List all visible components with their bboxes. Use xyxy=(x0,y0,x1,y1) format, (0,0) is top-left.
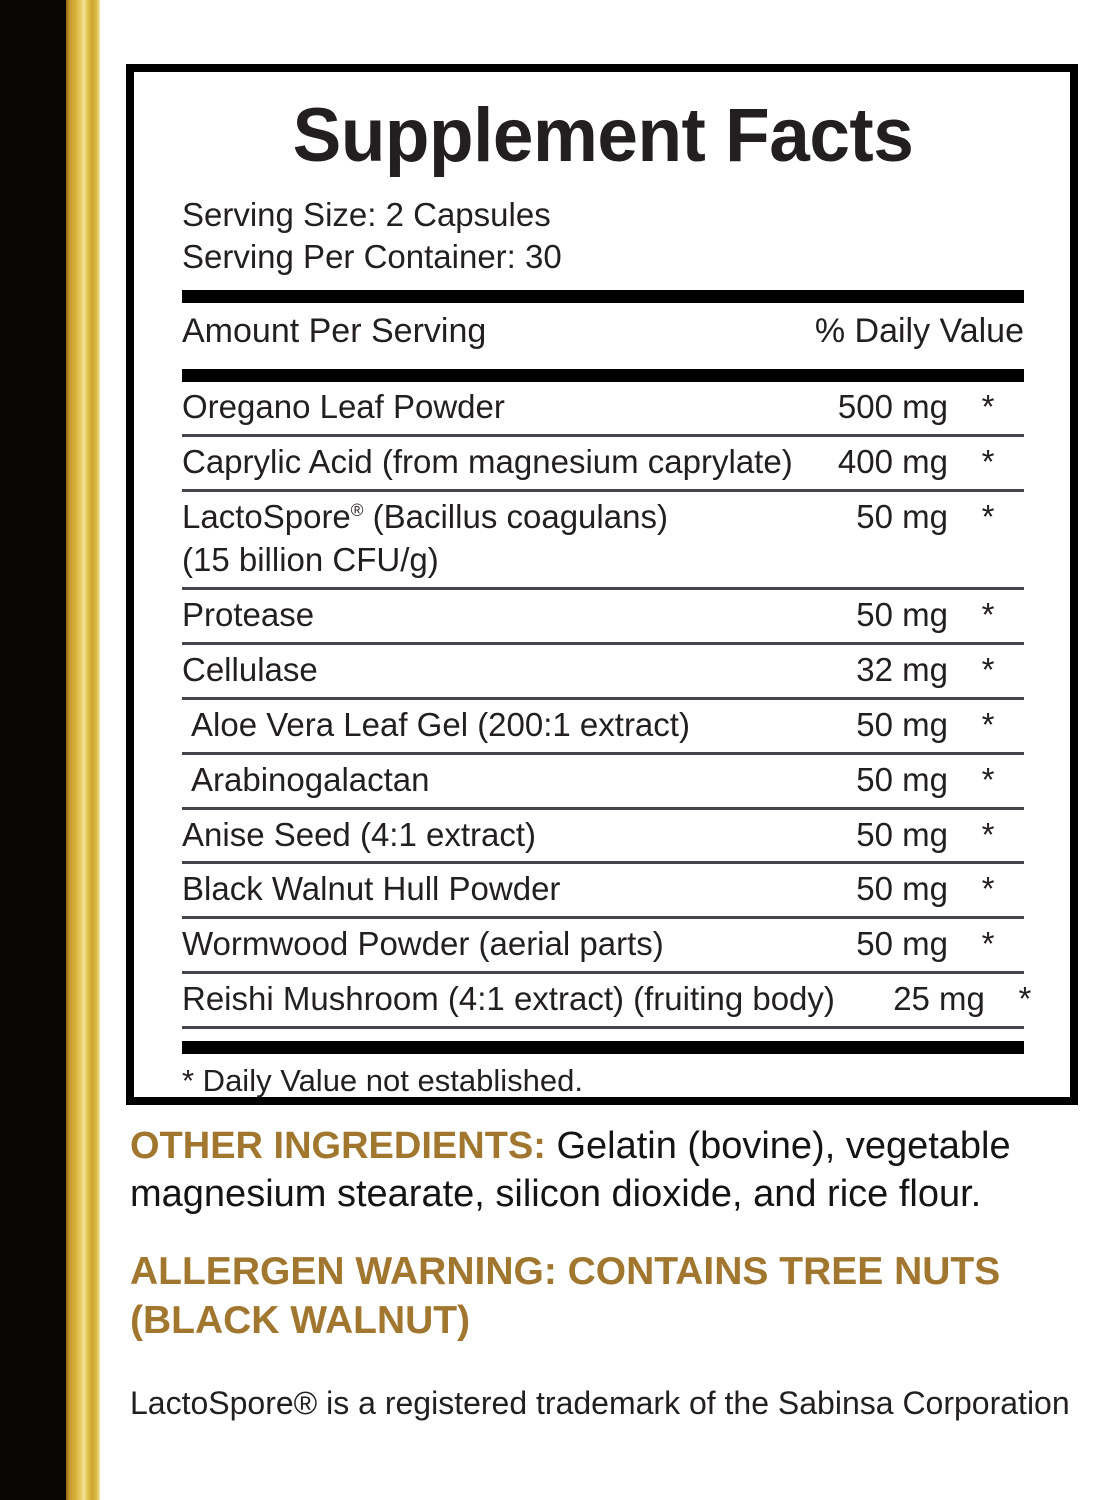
other-ingredients-text: Gelatin (bovine), vegetable magnesium st… xyxy=(130,1125,1011,1215)
trademark-notice-text: LactoSpore® is a registered trademark of… xyxy=(130,1385,1070,1421)
row-divider xyxy=(182,587,1024,591)
ingredient-name: Wormwood Powder (aerial parts) xyxy=(182,925,664,963)
table-row: Black Walnut Hull Powder 50 mg * xyxy=(182,864,1024,916)
table-row: Reishi Mushroom (4:1 extract) (fruiting … xyxy=(182,974,1031,1026)
ingredient-amount: 50 mg xyxy=(856,815,948,853)
ingredient-amount: 500 mg xyxy=(837,388,948,426)
row-divider xyxy=(182,434,1024,438)
ingredient-amount: 50 mg xyxy=(856,925,948,963)
ingredient-daily-value: * xyxy=(981,760,995,798)
row-divider xyxy=(182,861,1024,865)
servings-per-container-text: Serving Per Container: 30 xyxy=(182,238,562,276)
ingredient-daily-value: * xyxy=(981,925,995,963)
ingredient-daily-value: * xyxy=(1018,980,1032,1018)
table-row: Caprylic Acid (from magnesium caprylate)… xyxy=(182,437,1024,489)
ingredient-daily-value: * xyxy=(981,815,995,853)
registered-trademark-icon: ® xyxy=(350,500,364,521)
daily-value-footnote: * Daily Value not established. xyxy=(182,1063,583,1099)
ingredient-amount: 50 mg xyxy=(856,870,948,908)
ingredient-name: Black Walnut Hull Powder xyxy=(182,870,561,908)
ingredient-name: Protease xyxy=(182,596,315,634)
ingredient-name: Cellulase xyxy=(182,650,318,688)
table-row: Cellulase 32 mg * xyxy=(182,645,1024,697)
row-divider xyxy=(182,696,1024,700)
amount-per-serving-header: Amount Per Serving xyxy=(182,312,487,351)
ingredient-name: Reishi Mushroom (4:1 extract) (fruiting … xyxy=(182,980,835,1018)
ingredient-daily-value: * xyxy=(981,650,995,688)
left-gold-gradient-stripe xyxy=(66,0,100,1500)
ingredient-daily-value: * xyxy=(981,443,995,481)
ingredient-name: Aloe Vera Leaf Gel (200:1 extract) xyxy=(191,705,690,743)
daily-value-header: % Daily Value xyxy=(814,312,1024,351)
row-divider xyxy=(182,1026,1024,1030)
serving-info-block: Serving Size: 2 Capsules Serving Per Con… xyxy=(158,194,1048,278)
ingredient-amount: 25 mg xyxy=(893,980,985,1018)
row-divider xyxy=(182,916,1024,920)
divider-thick-top xyxy=(182,290,1024,304)
ingredient-name: Caprylic Acid (from magnesium caprylate) xyxy=(182,443,793,481)
ingredient-amount: 50 mg xyxy=(856,760,948,798)
row-divider xyxy=(182,641,1024,645)
ingredient-daily-value: * xyxy=(981,596,995,634)
ingredient-amount: 32 mg xyxy=(856,650,948,688)
ingredient-subtext: (15 billion CFU/g) xyxy=(182,541,439,579)
ingredient-amount: 50 mg xyxy=(856,498,948,536)
table-row: Wormwood Powder (aerial parts) 50 mg * xyxy=(182,919,1024,971)
ingredient-daily-value: * xyxy=(981,388,995,426)
left-black-edge-bar xyxy=(0,0,66,1500)
below-panel-text-block: OTHER INGREDIENTS: Gelatin (bovine), veg… xyxy=(130,1123,1090,1423)
ingredient-name: Oregano Leaf Powder xyxy=(182,388,505,426)
table-row: Arabinogalactan 50 mg * xyxy=(182,755,1024,807)
row-divider xyxy=(182,971,1024,975)
supplement-facts-panel: Supplement Facts Serving Size: 2 Capsule… xyxy=(126,64,1078,1105)
row-divider xyxy=(182,751,1024,755)
ingredient-daily-value: * xyxy=(981,705,995,743)
other-ingredients-label: OTHER INGREDIENTS: xyxy=(130,1125,546,1167)
table-row: LactoSpore® (Bacillus coagulans) (15 bill… xyxy=(182,492,1024,587)
ingredient-daily-value: * xyxy=(981,498,995,536)
ingredient-amount: 50 mg xyxy=(856,705,948,743)
row-divider xyxy=(182,489,1024,493)
table-row: Aloe Vera Leaf Gel (200:1 extract) 50 mg * xyxy=(182,700,1024,752)
ingredient-amount: 400 mg xyxy=(837,443,948,481)
allergen-warning-text: ALLERGEN WARNING: CONTAINS TREE NUTS (BL… xyxy=(130,1249,1001,1342)
ingredient-table: Oregano Leaf Powder 500 mg * Caprylic Acid … xyxy=(182,382,1031,1030)
ingredient-amount: 50 mg xyxy=(856,596,948,634)
table-row: Protease 50 mg * xyxy=(182,590,1024,642)
ingredient-name: Arabinogalactan xyxy=(191,760,430,798)
ingredient-daily-value: * xyxy=(981,870,995,908)
table-row: Oregano Leaf Powder 500 mg * xyxy=(182,382,1024,434)
divider-thick-bottom xyxy=(182,369,1024,383)
ingredient-name: Anise Seed (4:1 extract) xyxy=(182,815,537,853)
page-title: Supplement Facts xyxy=(292,93,914,178)
row-divider xyxy=(182,806,1024,810)
table-header-row: Amount Per Serving % Daily Value xyxy=(182,303,1024,357)
table-row: Anise Seed (4:1 extract) 50 mg * xyxy=(182,810,1024,862)
ingredient-name: LactoSpore® (Bacillus coagulans) (15 bill… xyxy=(182,496,798,582)
serving-size-text: Serving Size: 2 Capsules xyxy=(182,196,551,233)
other-ingredients-paragraph: OTHER INGREDIENTS: Gelatin (bovine), veg… xyxy=(130,1123,1090,1219)
divider-thick-footer xyxy=(182,1041,1024,1055)
